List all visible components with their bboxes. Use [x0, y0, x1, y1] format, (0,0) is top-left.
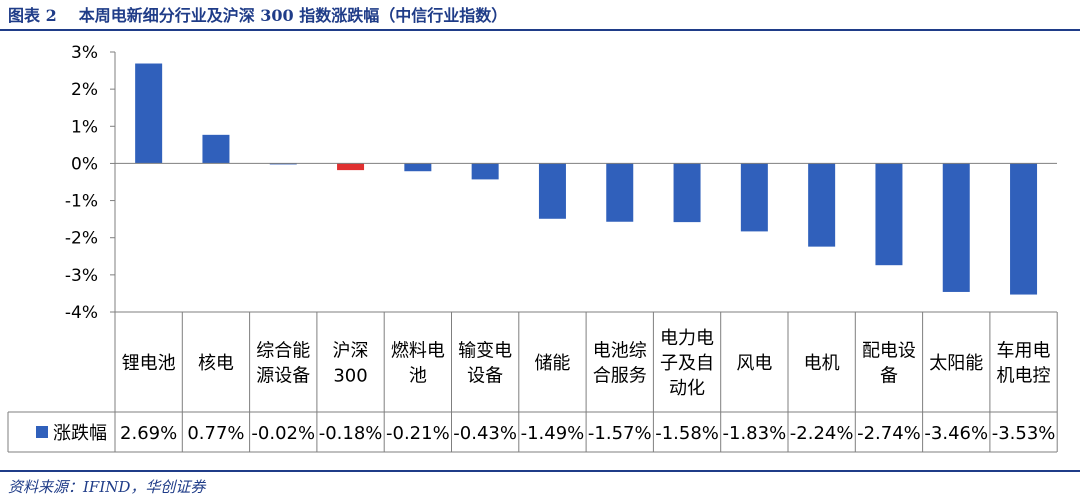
bar [942, 163, 970, 292]
data-label: -3.46% [924, 423, 988, 444]
y-tick-label: 0% [71, 154, 98, 174]
category-label: 综合能 [256, 341, 310, 362]
bar [673, 163, 701, 223]
data-label: 0.77% [187, 423, 244, 444]
bar [337, 163, 365, 171]
figure-number: 图表 2 [8, 6, 57, 25]
category-label: 动化 [669, 378, 705, 399]
data-label: -0.18% [319, 423, 383, 444]
data-label: -2.74% [857, 423, 921, 444]
data-label: -1.49% [521, 423, 585, 444]
y-tick-label: 1% [71, 117, 98, 137]
data-label: -1.83% [723, 423, 787, 444]
y-tick-label: 3% [71, 43, 98, 63]
category-label: 沪深 [333, 341, 369, 362]
bar [471, 163, 499, 180]
data-label: -1.57% [588, 423, 652, 444]
y-tick-label: -4% [65, 303, 98, 323]
chart-title: 图表 2 本周电新细分行业及沪深 300 指数涨跌幅（中信行业指数） [8, 4, 507, 28]
title-divider [0, 29, 1080, 31]
source-note: 资料来源：IFIND，华创证券 [8, 478, 206, 496]
bar [606, 163, 634, 222]
footer-divider [0, 470, 1080, 472]
data-label: -0.43% [453, 423, 517, 444]
category-label: 备 [880, 366, 898, 387]
data-label: -3.53% [992, 423, 1056, 444]
category-label: 子及自 [660, 353, 714, 374]
bar [875, 163, 903, 266]
category-label: 电力电 [660, 328, 714, 349]
data-label: -0.02% [251, 423, 315, 444]
category-label: 合服务 [593, 366, 647, 387]
category-label: 电池综 [593, 341, 647, 362]
category-label: 300 [333, 366, 367, 387]
y-tick-label: -3% [65, 266, 98, 286]
y-tick-label: 2% [71, 80, 98, 100]
category-label: 储能 [534, 353, 570, 374]
category-label: 风电 [736, 353, 772, 374]
data-label: -0.21% [386, 423, 450, 444]
bar [404, 163, 432, 172]
data-label: 2.69% [120, 423, 177, 444]
category-label: 输变电 [458, 341, 512, 362]
bar [538, 163, 566, 219]
category-label: 电机 [804, 353, 840, 374]
category-label: 核电 [198, 353, 234, 374]
y-tick-label: -2% [65, 229, 98, 249]
y-tick-label: -1% [65, 192, 98, 212]
category-label: 机电控 [997, 366, 1051, 387]
category-label: 锂电池 [122, 353, 176, 374]
category-label: 源设备 [256, 366, 310, 387]
bar [135, 63, 163, 164]
category-label: 燃料电 [391, 341, 445, 362]
legend-swatch [36, 426, 48, 438]
bar [202, 134, 230, 164]
category-label: 太阳能 [929, 353, 983, 374]
data-label: -1.58% [655, 423, 719, 444]
category-label: 配电设 [862, 341, 916, 362]
data-label: -2.24% [790, 423, 854, 444]
category-label: 设备 [467, 366, 503, 387]
legend-label: 涨跌幅 [53, 423, 107, 444]
bar [808, 163, 836, 247]
bar [740, 163, 768, 232]
category-label: 池 [409, 366, 427, 387]
bar [1010, 163, 1038, 295]
figure-title-text: 本周电新细分行业及沪深 300 指数涨跌幅（中信行业指数） [78, 6, 508, 25]
category-label: 车用电 [997, 341, 1051, 362]
